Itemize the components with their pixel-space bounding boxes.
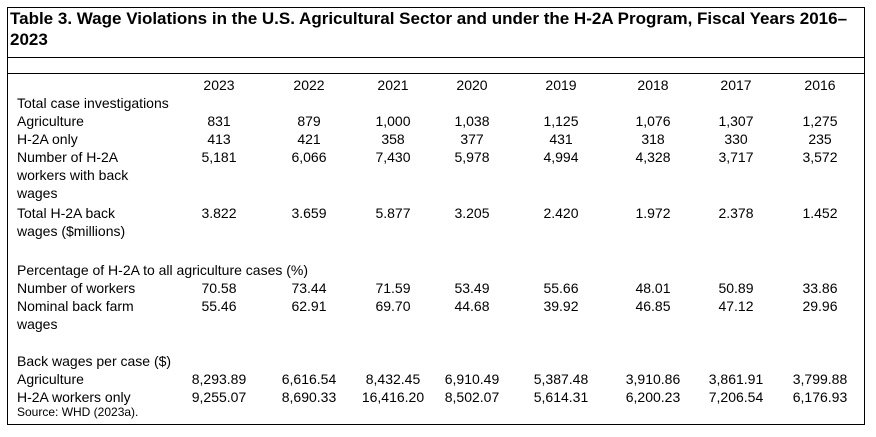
section-total-case-investigations: Total case investigations — [17, 95, 169, 111]
table-cell: 831 — [207, 113, 231, 129]
table-cell: 6,616.54 — [281, 371, 337, 387]
table-cell: 1,076 — [635, 113, 671, 129]
table-cell: 8,432.45 — [365, 371, 421, 387]
table-cell: 3.659 — [291, 205, 327, 221]
table-cell: 7,206.54 — [708, 389, 764, 405]
table-cell: 44.68 — [454, 298, 490, 314]
table-cell: 6,200.23 — [625, 389, 681, 405]
table-cell: 8,293.89 — [191, 371, 247, 387]
row-label-bw-h2a-workers: H-2A workers only — [17, 389, 131, 405]
table-cell: 46.85 — [635, 298, 671, 314]
row-label-total-bw-line-2: wages ($millions) — [17, 223, 126, 239]
table-cell: 3,861.91 — [708, 371, 764, 387]
table-cell: 5,181 — [201, 149, 237, 165]
table-cell: 1,038 — [454, 113, 490, 129]
table-cell: 16,416.20 — [361, 389, 425, 405]
table-cell: 5,978 — [454, 149, 490, 165]
row-label-total-bw-line-1: Total H-2A back — [17, 205, 116, 221]
year-header: 2019 — [545, 77, 577, 93]
table-cell: 5.877 — [375, 205, 411, 221]
table-cell: 55.46 — [201, 298, 237, 314]
year-header: 2017 — [720, 77, 752, 93]
table-cell: 33.86 — [802, 280, 838, 296]
table-cell: 5,614.31 — [533, 389, 589, 405]
row-label-number-of-workers: Number of workers — [17, 280, 136, 296]
year-header: 2021 — [377, 77, 409, 93]
row-label-nominal-bw-line-1: Nominal back farm — [17, 298, 134, 314]
table-cell: 1.972 — [635, 205, 671, 221]
table-cell: 879 — [297, 113, 321, 129]
table-cell: 2.378 — [718, 205, 754, 221]
table-cell: 3,910.86 — [625, 371, 681, 387]
table-cell: 6,066 — [291, 149, 327, 165]
table-cell: 53.49 — [454, 280, 490, 296]
section-back-wages-per-case: Back wages per case ($) — [17, 353, 172, 369]
table-cell: 421 — [297, 131, 321, 147]
table-cell: 3.205 — [454, 205, 490, 221]
row-label-h2a-workers-line-1: Number of H-2A — [17, 149, 119, 165]
year-header: 2023 — [203, 77, 235, 93]
table-cell: 1,307 — [718, 113, 754, 129]
table-frame — [7, 7, 865, 425]
table-cell: 318 — [641, 131, 665, 147]
table-cell: 62.91 — [291, 298, 327, 314]
table-cell: 6,910.49 — [444, 371, 500, 387]
table-cell: 8,690.33 — [281, 389, 337, 405]
table-cell: 4,328 — [635, 149, 671, 165]
table-cell: 39.92 — [543, 298, 579, 314]
title-divider — [7, 57, 865, 58]
section-percentage-h2a: Percentage of H-2A to all agriculture ca… — [17, 262, 309, 278]
table-title: Table 3. Wage Violations in the U.S. Agr… — [10, 9, 848, 49]
header-divider — [7, 73, 865, 74]
table-cell: 1,275 — [802, 113, 838, 129]
row-label-h2a-workers-line-2: workers with back — [17, 167, 129, 183]
table-cell: 413 — [207, 131, 231, 147]
table-cell: 377 — [460, 131, 484, 147]
source-note: Source: WHD (2023a). — [17, 405, 139, 419]
row-label-nominal-bw-line-2: wages — [17, 316, 58, 332]
table-cell: 5,387.48 — [533, 371, 589, 387]
table-cell: 330 — [724, 131, 748, 147]
table-cell: 8,502.07 — [444, 389, 500, 405]
table-cell: 431 — [549, 131, 573, 147]
table-cell: 50.89 — [718, 280, 754, 296]
table-cell: 9,255.07 — [191, 389, 247, 405]
table-cell: 3.822 — [201, 205, 237, 221]
table-cell: 1,125 — [543, 113, 579, 129]
row-label-h2a-workers-line-3: wages — [17, 185, 58, 201]
table-cell: 47.12 — [718, 298, 754, 314]
table-cell: 3,799.88 — [792, 371, 848, 387]
table-cell: 6,176.93 — [792, 389, 848, 405]
table-cell: 3,717 — [718, 149, 754, 165]
table-cell: 48.01 — [635, 280, 671, 296]
year-header: 2020 — [456, 77, 488, 93]
table-cell: 358 — [381, 131, 405, 147]
row-label-bw-agriculture: Agriculture — [17, 371, 84, 387]
year-header: 2018 — [637, 77, 669, 93]
table-cell: 235 — [808, 131, 832, 147]
table-cell: 1.452 — [802, 205, 838, 221]
table-cell: 71.59 — [375, 280, 411, 296]
row-label-h2a-only: H-2A only — [17, 131, 78, 147]
table-cell: 70.58 — [201, 280, 237, 296]
table-cell: 4,994 — [543, 149, 579, 165]
table-cell: 2.420 — [543, 205, 579, 221]
year-header: 2022 — [293, 77, 325, 93]
table-cell: 69.70 — [375, 298, 411, 314]
table-cell: 29.96 — [802, 298, 838, 314]
table-cell: 7,430 — [375, 149, 411, 165]
year-header: 2016 — [804, 77, 836, 93]
table-cell: 1,000 — [375, 113, 411, 129]
table-cell: 3,572 — [802, 149, 838, 165]
table-cell: 55.66 — [543, 280, 579, 296]
row-label-agriculture: Agriculture — [17, 113, 84, 129]
table-cell: 73.44 — [291, 280, 327, 296]
